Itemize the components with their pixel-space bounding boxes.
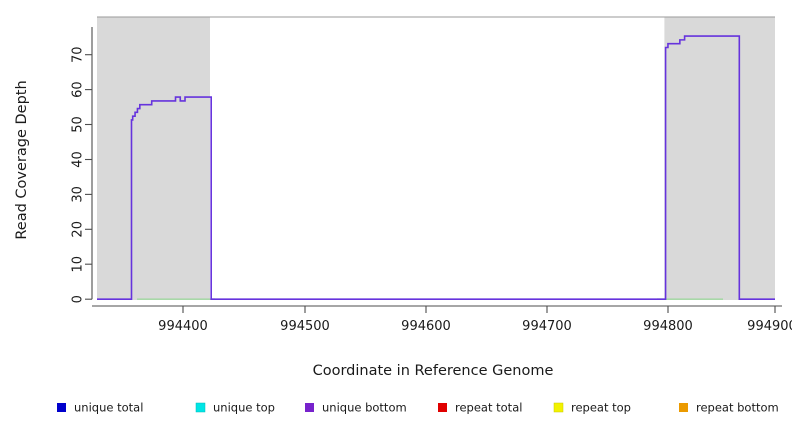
- y-tick-label: 10: [71, 256, 86, 273]
- x-axis-title: Coordinate in Reference Genome: [313, 363, 554, 379]
- shaded-region-left: [97, 17, 210, 300]
- coverage-polyline: [97, 35, 775, 301]
- y-tick-label: 20: [71, 221, 86, 238]
- x-tick-label: 994600: [401, 319, 451, 334]
- unique-bottom-trace: [97, 35, 775, 301]
- legend-label: repeat bottom: [696, 401, 779, 415]
- x-tick-label: 994900: [747, 319, 792, 334]
- x-axis-tick-labels: 994400 994500 994600 994700 994800 99490…: [158, 319, 792, 334]
- legend: unique total unique top unique bottom re…: [57, 401, 779, 415]
- legend-swatch-icon: [305, 403, 314, 412]
- y-axis-title: Read Coverage Depth: [14, 80, 30, 239]
- plot-area: 0 10 20 30 40 50 60 70: [71, 16, 792, 334]
- y-tick-label: 40: [71, 151, 86, 168]
- y-axis-ticks: [85, 54, 92, 300]
- legend-swatch-icon: [57, 403, 66, 412]
- legend-item-repeat-bottom[interactable]: repeat bottom: [679, 401, 779, 415]
- x-tick-label: 994700: [522, 319, 572, 334]
- y-tick-label: 50: [71, 116, 86, 133]
- legend-label: repeat total: [455, 401, 522, 415]
- y-tick-label: 60: [71, 81, 86, 98]
- legend-swatch-icon: [438, 403, 447, 412]
- legend-item-unique-bottom[interactable]: unique bottom: [305, 401, 407, 415]
- legend-label: repeat top: [571, 401, 631, 415]
- y-axis-tick-labels: 0 10 20 30 40 50 60 70: [71, 46, 86, 303]
- y-tick-label: 30: [71, 186, 86, 203]
- x-tick-label: 994400: [158, 319, 208, 334]
- legend-swatch-icon: [553, 402, 564, 413]
- x-tick-label: 994500: [280, 319, 330, 334]
- x-tick-label: 994800: [643, 319, 693, 334]
- x-axis-ticks: [182, 306, 776, 313]
- legend-label: unique total: [74, 401, 143, 415]
- legend-swatch-icon: [195, 402, 206, 413]
- legend-item-unique-top[interactable]: unique top: [195, 401, 275, 415]
- legend-label: unique bottom: [322, 401, 407, 415]
- legend-item-unique-total[interactable]: unique total: [57, 401, 143, 415]
- y-tick-label: 70: [71, 46, 86, 63]
- shaded-region-right: [664, 17, 775, 300]
- legend-item-repeat-total[interactable]: repeat total: [438, 401, 522, 415]
- legend-swatch-icon: [679, 403, 688, 412]
- legend-item-repeat-top[interactable]: repeat top: [553, 401, 631, 415]
- y-tick-label: 0: [71, 295, 86, 303]
- legend-label: unique top: [213, 401, 275, 415]
